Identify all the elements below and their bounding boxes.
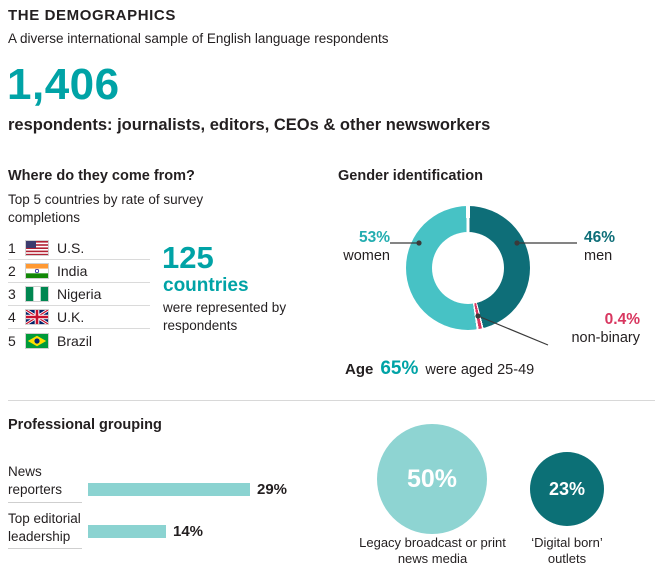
legacy-media-percentage: 50%	[406, 464, 458, 493]
uk-flag-icon	[25, 309, 49, 325]
professional-section-title: Professional grouping	[8, 417, 162, 433]
country-row-brazil: 5 Brazil	[8, 329, 150, 352]
country-name: Nigeria	[57, 286, 102, 302]
country-rank: 2	[8, 263, 16, 279]
women-word: women	[343, 248, 390, 264]
bar-news-reporters	[88, 483, 250, 496]
nonbinary-share-label: 0.4% non-binary	[545, 311, 640, 346]
country-name: U.K.	[57, 309, 85, 325]
country-rank: 1	[8, 240, 16, 256]
nigeria-flag-icon	[25, 286, 49, 302]
country-rank: 5	[8, 332, 16, 349]
countries-represented-count: 125	[162, 240, 214, 275]
women-percentage: 53%	[358, 229, 390, 246]
age-text: were aged 25-49	[425, 362, 535, 378]
country-row-nigeria: 3 Nigeria	[8, 283, 150, 306]
bar-top-editorial	[88, 525, 166, 538]
country-row-us: 1 U.S.	[8, 237, 150, 260]
age-word: Age	[345, 361, 374, 378]
legacy-media-label: Legacy broadcast or print news media	[359, 535, 506, 566]
bar-value-top-editorial: 14%	[173, 523, 204, 540]
age-percentage: 65%	[380, 358, 419, 379]
country-name: U.S.	[57, 240, 85, 256]
women-share-label: 53% women	[300, 229, 390, 264]
bar-label-news-reporters: News reporters	[8, 464, 63, 497]
digital-born-label: ‘Digital born’ outlets	[531, 535, 603, 566]
page-title: THE DEMOGRAPHICS	[8, 7, 176, 24]
bar-label-top-editorial: Top editorial leadership	[8, 511, 81, 544]
countries-represented-caption: were represented by respondents	[163, 300, 287, 333]
country-row-uk: 4 U.K.	[8, 306, 150, 329]
country-rank: 4	[8, 309, 16, 325]
countries-represented-word: countries	[163, 275, 249, 296]
digital-born-percentage: 23%	[548, 478, 586, 499]
section-divider	[8, 400, 655, 401]
india-flag-icon	[25, 263, 49, 279]
gender-section-title: Gender identification	[338, 168, 484, 184]
country-name: Brazil	[57, 332, 93, 349]
country-name: India	[57, 263, 88, 279]
countries-section-subtitle: Top 5 countries by rate of survey comple…	[8, 192, 204, 225]
bar-label-underline	[8, 548, 82, 549]
us-flag-icon	[25, 240, 49, 256]
respondents-count: 1,406	[7, 60, 120, 109]
men-percentage: 46%	[584, 229, 616, 246]
digital-born-circle: 23%	[530, 452, 604, 526]
brazil-flag-icon	[25, 332, 49, 349]
age-stat: Age 65% were aged 25-49	[345, 358, 534, 380]
bar-value-news-reporters: 29%	[257, 481, 288, 498]
men-word: men	[584, 248, 613, 264]
page-subtitle: A diverse international sample of Englis…	[8, 31, 389, 46]
gender-donut-chart	[406, 206, 530, 330]
countries-section-title: Where do they come from?	[8, 168, 195, 184]
bar-label-underline	[8, 502, 82, 503]
men-share-label: 46% men	[584, 229, 663, 264]
country-rank: 3	[8, 286, 16, 302]
nonbinary-percentage: 0.4%	[604, 311, 640, 328]
legacy-media-circle: 50%	[377, 424, 487, 534]
nonbinary-word: non-binary	[571, 330, 640, 346]
country-row-india: 2 India	[8, 260, 150, 283]
respondents-caption: respondents: journalists, editors, CEOs …	[8, 116, 491, 134]
top-countries-list: 1 U.S. 2 India 3 Nigeria 4 U.K.	[8, 237, 150, 352]
